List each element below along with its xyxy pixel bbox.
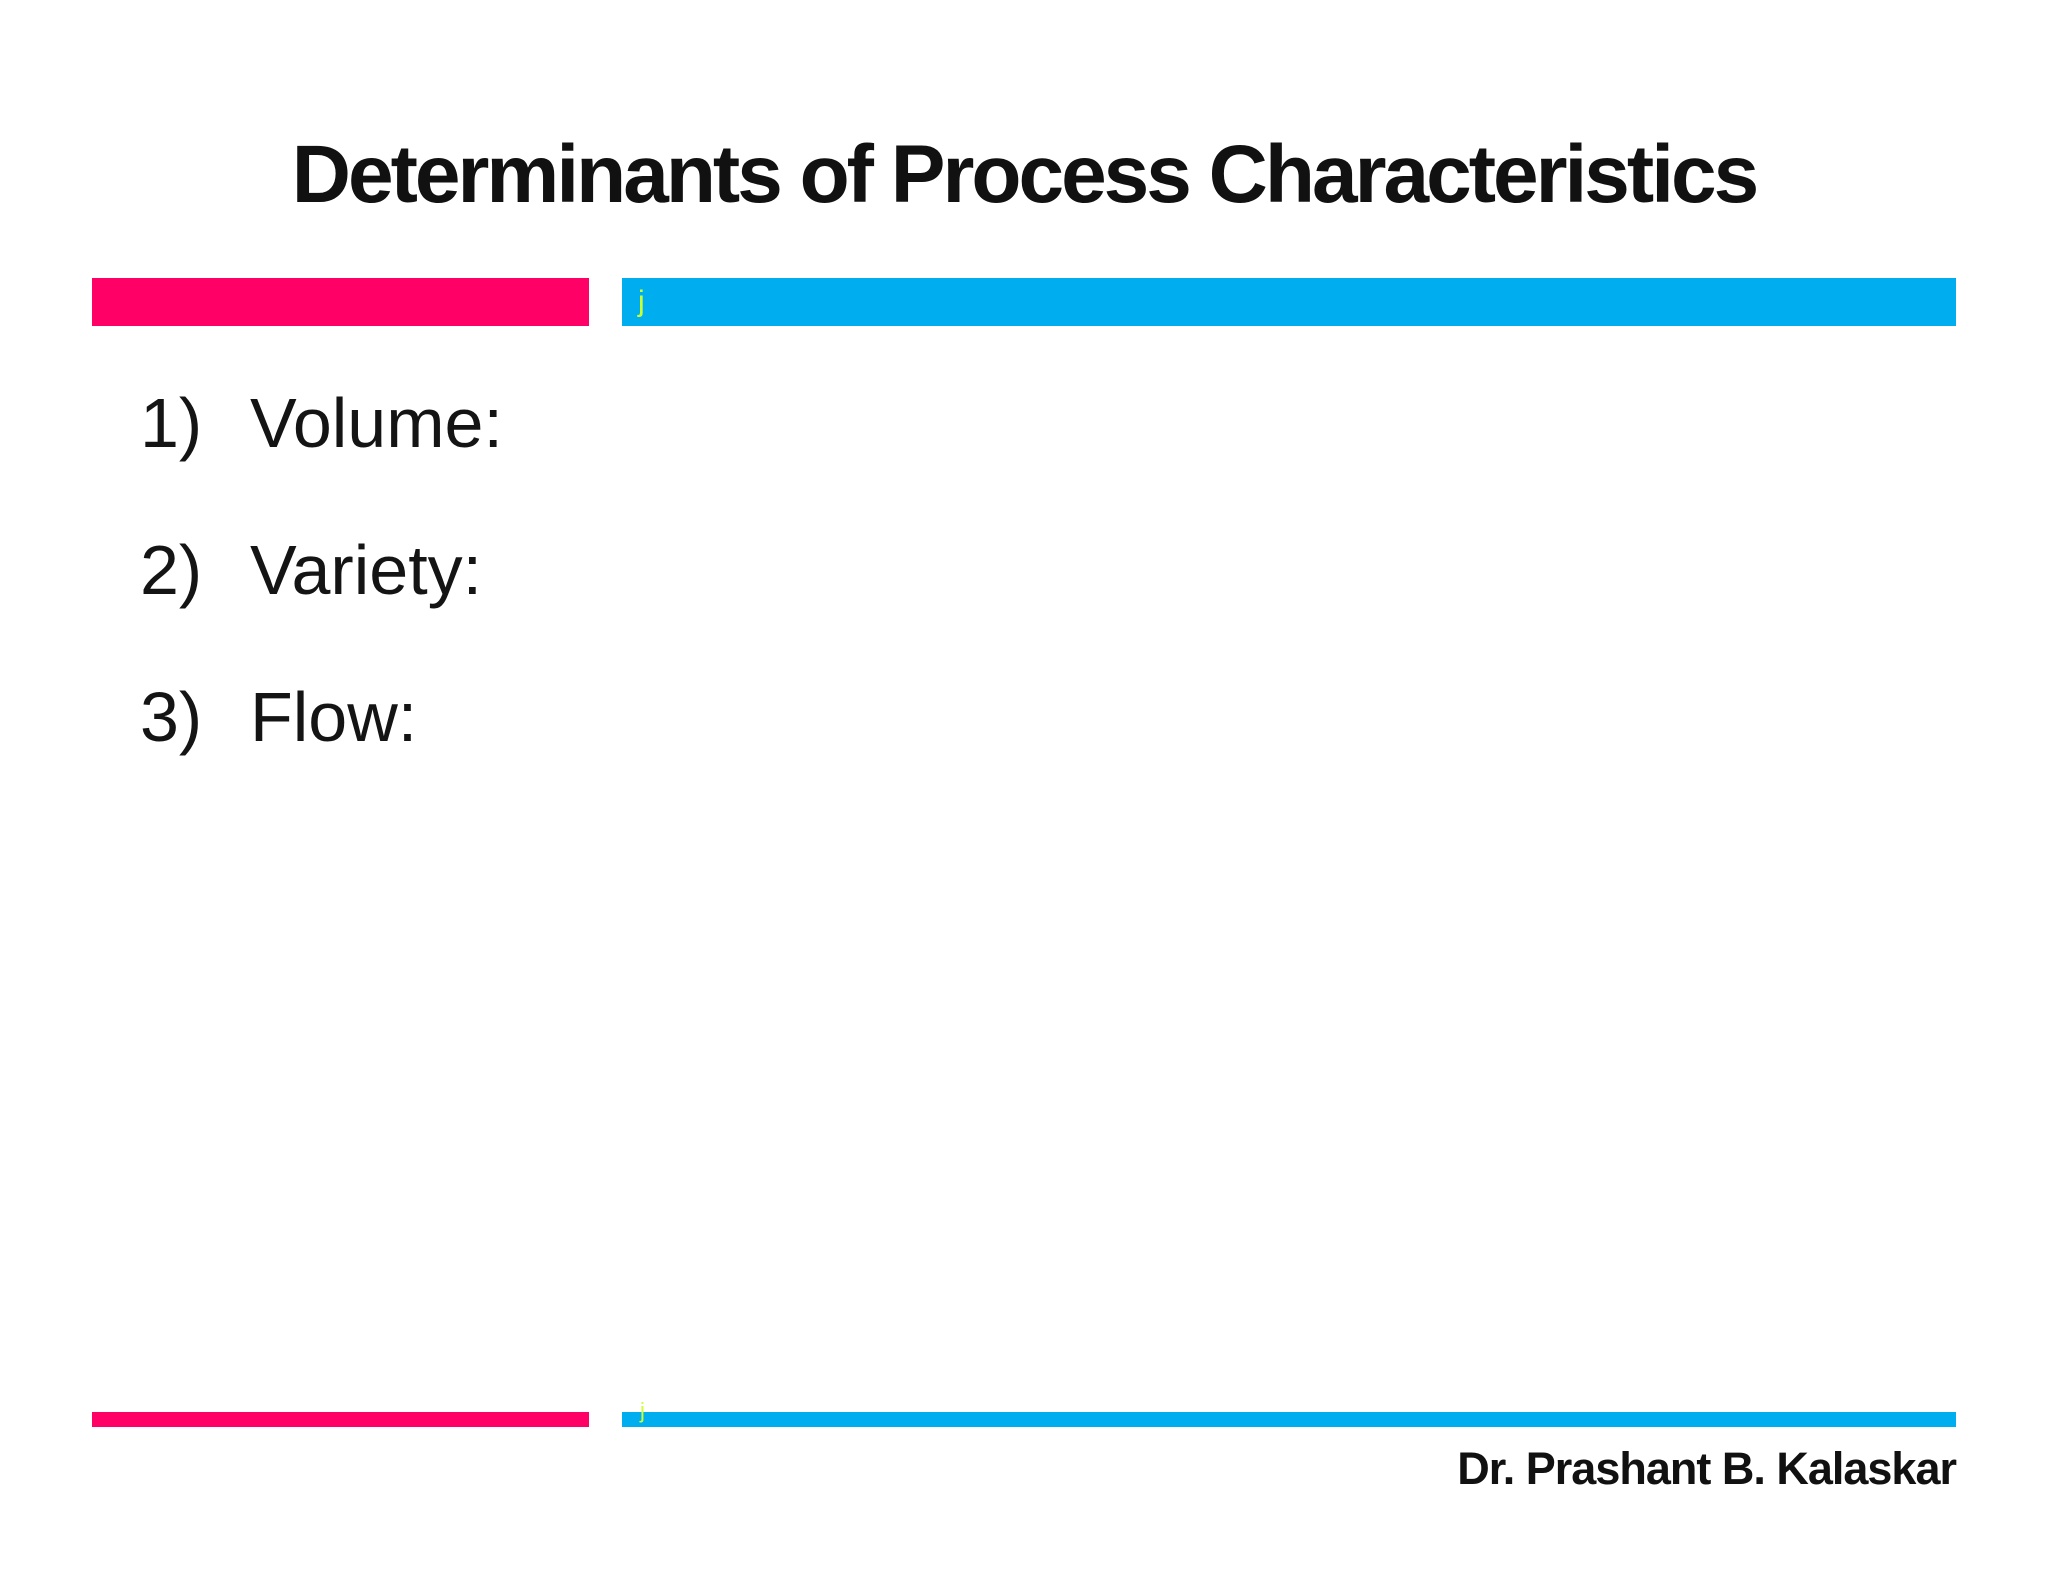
top-divider-cyan-bar: j — [622, 278, 1956, 326]
list-item-number: 3) — [140, 678, 203, 756]
list-item-number: 1) — [140, 384, 203, 462]
list-item-number: 2) — [140, 531, 203, 609]
list-item-label: Flow: — [250, 678, 418, 756]
page-title: Determinants of Process Characteristics — [291, 129, 1759, 220]
list-item-label: Variety: — [250, 531, 483, 609]
top-divider-pink-bar — [92, 278, 589, 326]
bottom-divider-pink-bar — [92, 1412, 589, 1427]
divider-j-text-artifact: j — [640, 1398, 645, 1423]
list-item: 1) Volume: — [140, 388, 503, 458]
list-item: 2) Variety: — [140, 535, 503, 605]
list-item-label: Volume: — [250, 384, 503, 462]
footer-author-text: Dr. Prashant B. Kalaskar — [1457, 1443, 1957, 1494]
numbered-list: 1) Volume: 2) Variety: 3) Flow: — [140, 388, 503, 829]
list-item: 3) Flow: — [140, 682, 503, 752]
bottom-divider-cyan-bar: j — [622, 1400, 1956, 1427]
divider-j-text-artifact: j — [638, 285, 645, 318]
